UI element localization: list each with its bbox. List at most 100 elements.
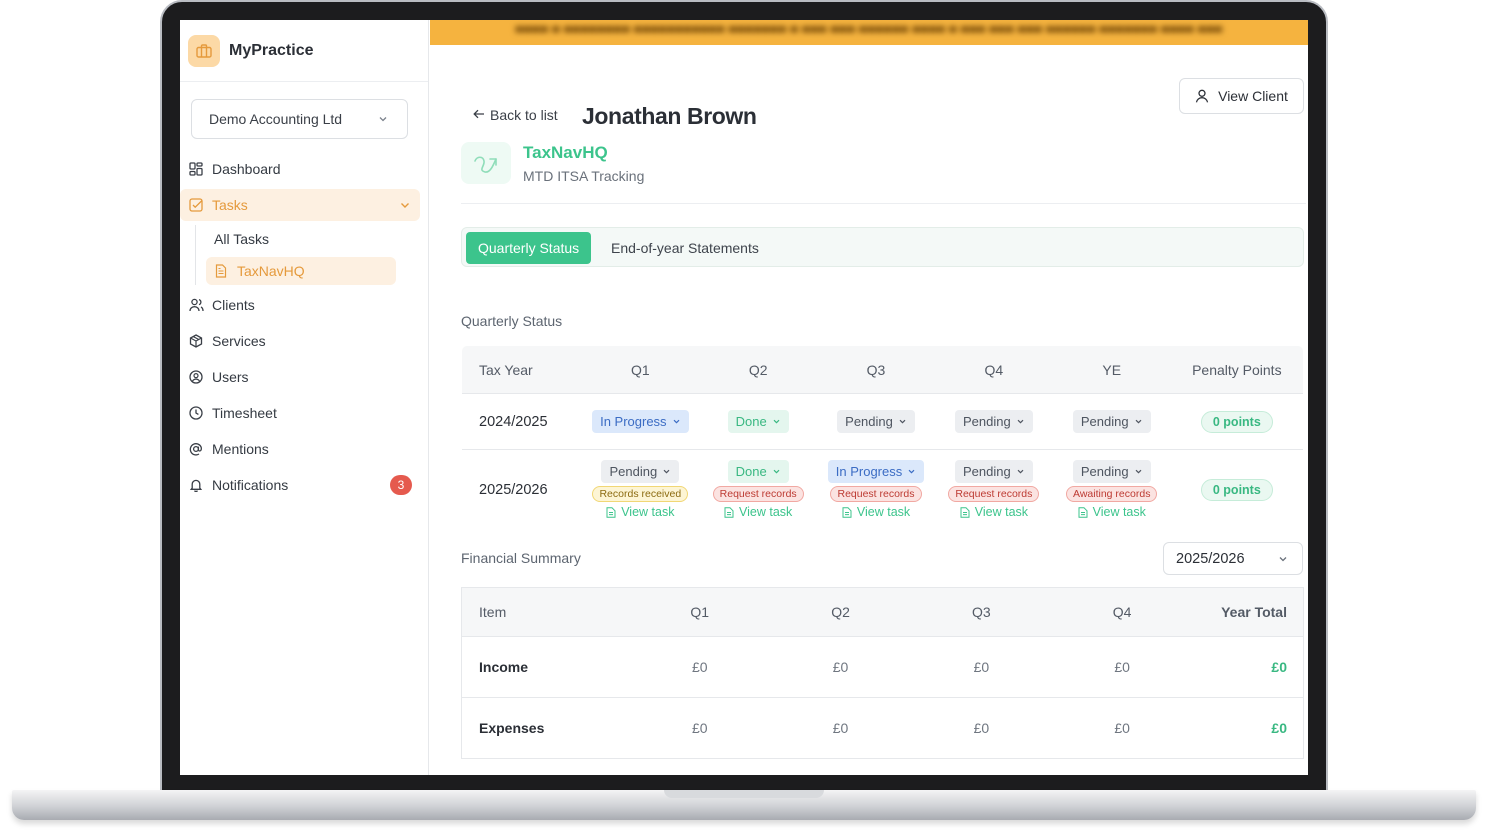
- column-header: Item: [461, 587, 630, 637]
- status-dropdown[interactable]: Pending: [601, 460, 680, 483]
- sidebar-item-timesheet[interactable]: Timesheet: [180, 397, 429, 429]
- table-row: 2025/2026 Pending Records received View …: [462, 450, 1303, 530]
- sidebar: MyPractice Demo Accounting Ltd Dashboard…: [180, 20, 429, 775]
- column-header: Q1: [629, 587, 771, 637]
- status-label: Pending: [1080, 464, 1129, 479]
- view-task-link[interactable]: View task: [1078, 505, 1146, 519]
- back-to-list-label: Back to list: [490, 107, 558, 123]
- sidebar-item-label: Users: [212, 369, 249, 385]
- status-dropdown[interactable]: In Progress: [592, 410, 689, 433]
- page-title: Jonathan Brown: [582, 103, 757, 129]
- sidebar-item-services[interactable]: Services: [180, 325, 429, 357]
- sidebar-item-mentions[interactable]: Mentions: [180, 433, 429, 465]
- sidebar-item-users[interactable]: Users: [180, 361, 429, 393]
- sidebar-item-dashboard[interactable]: Dashboard: [180, 153, 429, 185]
- view-task-link[interactable]: View task: [606, 505, 674, 519]
- sidebar-item-clients[interactable]: Clients: [180, 289, 429, 321]
- view-task-label: View task: [1092, 505, 1146, 519]
- column-header: YE: [1052, 346, 1171, 394]
- column-header: Q4: [1051, 587, 1193, 637]
- taxnavhq-logo-icon: [461, 142, 511, 184]
- amount-cell: £0: [910, 697, 1052, 759]
- user-circle-icon: [188, 369, 204, 385]
- status-dropdown[interactable]: In Progress: [827, 460, 925, 483]
- table-header-row: Item Q1 Q2 Q3 Q4 Year Total: [461, 587, 1304, 637]
- at-sign-icon: [188, 441, 204, 457]
- status-label: Pending: [963, 464, 1011, 479]
- tab-bar: Quarterly Status End-of-year Statements: [461, 227, 1304, 267]
- brand-name: MyPractice: [229, 41, 314, 59]
- status-dropdown[interactable]: Pending: [955, 460, 1033, 483]
- tab-end-of-year-statements[interactable]: End-of-year Statements: [611, 240, 759, 256]
- column-header: Q1: [581, 346, 700, 394]
- status-dropdown[interactable]: Pending: [1072, 410, 1151, 433]
- status-dropdown[interactable]: Pending: [1072, 460, 1151, 483]
- arrow-left-icon: [473, 107, 485, 123]
- bell-icon: [188, 477, 204, 493]
- tasks-subnav: All Tasks TaxNavHQ: [195, 225, 429, 285]
- table-header-row: Tax Year Q1 Q2 Q3 Q4 YE Penalty Points: [462, 346, 1303, 394]
- view-task-link[interactable]: View task: [724, 505, 792, 519]
- top-banner: ▀▀▀▀ ▀ ▀▀▀▀▀▀▀▀ ▀▀▀▀▀▀▀▀▀▀▀ ▀▀▀▀▀▀▀ ▀ ▀▀…: [430, 20, 1308, 45]
- column-header: Penalty Points: [1170, 346, 1303, 394]
- status-dropdown[interactable]: Pending: [955, 410, 1033, 433]
- status-label: In Progress: [835, 464, 903, 479]
- chevron-down-icon: [1277, 553, 1289, 569]
- status-label: Done: [735, 414, 767, 429]
- tab-quarterly-status[interactable]: Quarterly Status: [466, 232, 592, 264]
- status-dropdown[interactable]: Done: [727, 410, 789, 433]
- document-icon: [842, 506, 852, 518]
- app-subtitle: MTD ITSA Tracking: [523, 168, 645, 184]
- status-label: Done: [735, 464, 767, 479]
- notification-count-badge: 3: [390, 475, 412, 495]
- records-status-tag: Request records: [830, 486, 922, 502]
- sidebar-item-all-tasks[interactable]: All Tasks: [206, 225, 429, 253]
- financial-summary-heading: Financial Summary: [461, 550, 581, 566]
- column-header: Year Total: [1192, 587, 1304, 637]
- view-task-label: View task: [621, 505, 675, 519]
- sidebar-item-tasks[interactable]: Tasks: [180, 189, 420, 221]
- document-icon: [606, 506, 616, 518]
- chevron-down-icon[interactable]: [398, 198, 412, 215]
- records-status-tag: Request records: [948, 486, 1040, 502]
- records-status-tag: Records received: [592, 486, 689, 502]
- total-cell: £0: [1192, 697, 1304, 759]
- table-row: Income £0 £0 £0 £0 £0: [461, 636, 1304, 698]
- package-icon: [188, 333, 204, 349]
- sidebar-item-taxnavhq[interactable]: TaxNavHQ: [206, 257, 396, 285]
- chevron-down-icon: [662, 467, 671, 476]
- sidebar-item-label: Dashboard: [212, 161, 281, 177]
- penalty-points-badge: 0 points: [1200, 410, 1273, 433]
- checkbox-icon: [188, 197, 204, 213]
- status-dropdown[interactable]: Pending: [837, 410, 915, 433]
- organization-select[interactable]: Demo Accounting Ltd: [191, 99, 408, 139]
- financial-year-value: 2025/2026: [1176, 550, 1245, 567]
- view-client-button[interactable]: View Client: [1179, 78, 1304, 114]
- sidebar-nav: Dashboard Tasks All Tasks: [180, 153, 429, 505]
- sidebar-item-label: Tasks: [212, 197, 248, 213]
- amount-cell: £0: [629, 636, 771, 698]
- document-icon: [1078, 506, 1088, 518]
- view-task-link[interactable]: View task: [842, 505, 910, 519]
- amount-cell: £0: [1051, 697, 1193, 759]
- brand[interactable]: MyPractice: [180, 20, 428, 82]
- document-icon: [215, 264, 227, 278]
- quarterly-status-heading: Quarterly Status: [461, 313, 563, 329]
- status-label: Pending: [609, 464, 658, 479]
- back-to-list-link[interactable]: Back to list: [473, 107, 558, 123]
- status-label: Pending: [963, 414, 1011, 429]
- sidebar-item-notifications[interactable]: Notifications 3: [180, 469, 429, 501]
- column-header: Q4: [934, 346, 1053, 394]
- chevron-down-icon: [772, 417, 781, 426]
- view-task-link[interactable]: View task: [960, 505, 1028, 519]
- amount-cell: £0: [1051, 636, 1193, 698]
- quarterly-status-table: Tax Year Q1 Q2 Q3 Q4 YE Penalty Points 2…: [461, 345, 1304, 530]
- amount-cell: £0: [910, 636, 1052, 698]
- status-dropdown[interactable]: Done: [727, 460, 789, 483]
- amount-cell: £0: [629, 697, 771, 759]
- app-header: TaxNavHQ MTD ITSA Tracking: [461, 142, 1306, 204]
- item-cell: Expenses: [461, 697, 630, 759]
- chevron-down-icon: [672, 417, 681, 426]
- financial-year-select[interactable]: 2025/2026: [1163, 542, 1303, 575]
- sidebar-item-label: TaxNavHQ: [237, 263, 305, 279]
